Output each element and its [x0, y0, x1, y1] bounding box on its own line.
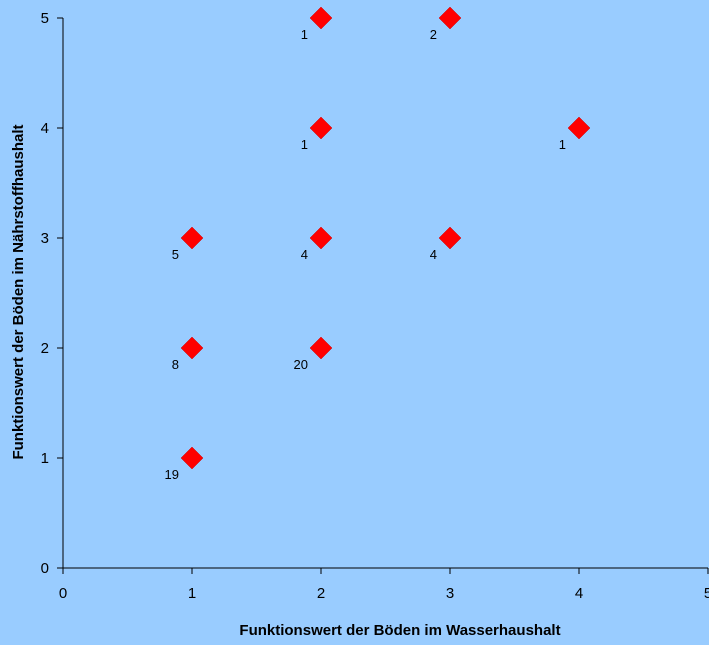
data-label: 4 — [301, 247, 308, 262]
y-tick-label: 5 — [41, 10, 49, 27]
data-points — [180, 6, 591, 470]
data-label: 8 — [172, 357, 179, 372]
tick-labels: 0 1 2 3 4 5 0 1 2 3 4 5 — [41, 10, 709, 602]
data-point — [180, 446, 204, 470]
y-tick-label: 3 — [41, 230, 49, 247]
data-label: 1 — [301, 27, 308, 42]
data-point — [309, 336, 333, 360]
y-tick-label: 1 — [41, 450, 49, 467]
data-label: 1 — [301, 137, 308, 152]
data-point — [567, 116, 591, 140]
axes — [57, 17, 709, 574]
x-tick-label: 2 — [317, 585, 325, 602]
y-tick-label: 4 — [41, 120, 49, 137]
data-label: 2 — [430, 27, 437, 42]
data-point — [309, 226, 333, 250]
x-tick-label: 1 — [188, 585, 196, 602]
data-label: 1 — [559, 137, 566, 152]
y-tick-label: 2 — [41, 340, 49, 357]
x-axis-title: Funktionswert der Böden im Wasserhaushal… — [239, 622, 560, 639]
data-label: 5 — [172, 247, 179, 262]
x-tick-label: 4 — [575, 585, 583, 602]
data-point — [309, 6, 333, 30]
data-label: 20 — [294, 357, 308, 372]
y-axis-title: Funktionswert der Böden im Nährstoffhaus… — [10, 124, 27, 459]
data-label: 4 — [430, 247, 437, 262]
data-labels: 1 2 1 1 5 4 4 8 20 19 — [165, 27, 566, 482]
data-label: 19 — [165, 467, 179, 482]
x-tick-label: 3 — [446, 585, 454, 602]
data-point — [309, 116, 333, 140]
x-tick-label: 5 — [704, 585, 709, 602]
data-point — [180, 226, 204, 250]
data-point — [180, 336, 204, 360]
data-point — [438, 6, 462, 30]
data-point — [438, 226, 462, 250]
y-tick-label: 0 — [41, 560, 49, 577]
x-tick-label: 0 — [59, 585, 67, 602]
